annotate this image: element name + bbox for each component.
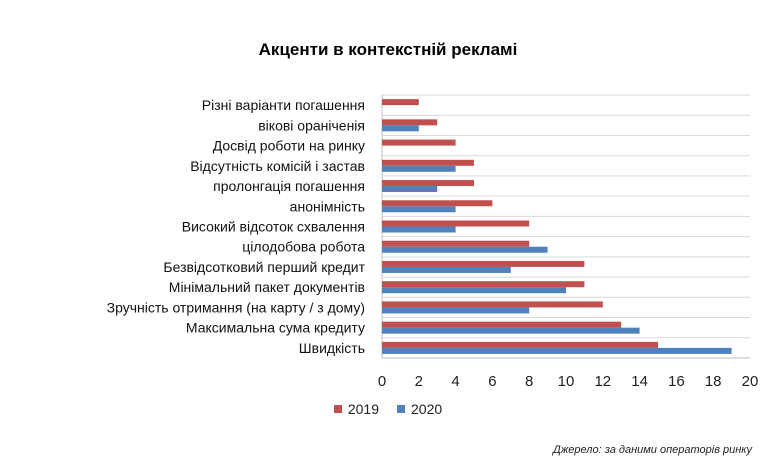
x-tick-label: 2 bbox=[415, 373, 423, 390]
legend-label: 2019 bbox=[347, 401, 379, 417]
x-tick-label: 6 bbox=[488, 373, 496, 390]
x-tick-label: 12 bbox=[594, 373, 611, 390]
chart-title: Акценти в контекстній рекламі bbox=[258, 40, 518, 59]
bar-2020 bbox=[382, 186, 438, 193]
bar-2019 bbox=[382, 321, 622, 328]
legend-item-2020: 2020 bbox=[397, 401, 442, 417]
bar-2020 bbox=[382, 287, 566, 294]
category-label: анонімність bbox=[290, 198, 365, 214]
bar-2020 bbox=[382, 125, 419, 132]
x-tick-label: 18 bbox=[705, 373, 722, 390]
x-tick-labels: 0 2 4 6 8 10 12 14 16 18 20 bbox=[378, 373, 759, 390]
category-label: Зручність отримання (на карту / з дому) bbox=[107, 299, 365, 315]
bar-2019 bbox=[382, 220, 530, 227]
legend-item-2019: 2019 bbox=[333, 401, 379, 417]
x-tick-label: 20 bbox=[742, 373, 759, 390]
bar-2020 bbox=[382, 246, 548, 253]
legend-swatch bbox=[397, 405, 405, 413]
bar-2019 bbox=[382, 139, 456, 146]
bar-2019 bbox=[382, 341, 658, 348]
category-label: Безвідсотковий перший кредит bbox=[163, 259, 365, 275]
bar-2020 bbox=[382, 307, 530, 314]
category-label: цілодобова робота bbox=[242, 239, 365, 255]
bars bbox=[382, 99, 732, 354]
category-label: пролонгація погашення bbox=[213, 178, 365, 194]
bar-2020 bbox=[382, 226, 456, 233]
category-label: Різні варіанти погашення bbox=[202, 97, 365, 113]
legend: 2019 2020 bbox=[0, 401, 776, 417]
category-label: Досвід роботи на ринку bbox=[213, 138, 365, 154]
category-label: Максимальна сума кредиту bbox=[186, 320, 365, 336]
bar-2019 bbox=[382, 200, 493, 207]
category-label: Високий відсоток схвалення bbox=[182, 219, 365, 235]
bar-2019 bbox=[382, 240, 530, 247]
x-tick-label: 0 bbox=[378, 373, 386, 390]
x-tick-label: 10 bbox=[558, 373, 575, 390]
x-tick-label: 14 bbox=[631, 373, 648, 390]
bar-2019 bbox=[382, 281, 585, 288]
x-tick-label: 16 bbox=[668, 373, 685, 390]
bar-2019 bbox=[382, 119, 438, 126]
bar-2020 bbox=[382, 327, 640, 334]
category-label: вікові ораніченія bbox=[258, 117, 365, 133]
bar-2019 bbox=[382, 180, 474, 187]
bar-2020 bbox=[382, 206, 456, 213]
bar-2019 bbox=[382, 159, 474, 166]
bar-2020 bbox=[382, 266, 511, 273]
legend-label: 2020 bbox=[411, 401, 443, 417]
category-label: Мінімальний пакет документів bbox=[169, 279, 365, 295]
bar-2020 bbox=[382, 165, 456, 172]
x-tick-label: 4 bbox=[451, 373, 459, 390]
x-tick-label: 8 bbox=[525, 373, 533, 390]
category-label: Відсутність комісій і застав bbox=[190, 158, 365, 174]
bar-2019 bbox=[382, 260, 585, 267]
grid-lines bbox=[381, 94, 750, 359]
category-label: Швидкість bbox=[299, 340, 365, 356]
bar-2020 bbox=[382, 347, 732, 354]
bar-2019 bbox=[382, 99, 419, 106]
source-note: Джерело: за даними операторів ринку bbox=[552, 444, 752, 456]
legend-swatch bbox=[333, 405, 342, 413]
category-labels: Різні варіанти погашення вікові оранічені… bbox=[107, 97, 366, 356]
bar-2019 bbox=[382, 301, 603, 308]
